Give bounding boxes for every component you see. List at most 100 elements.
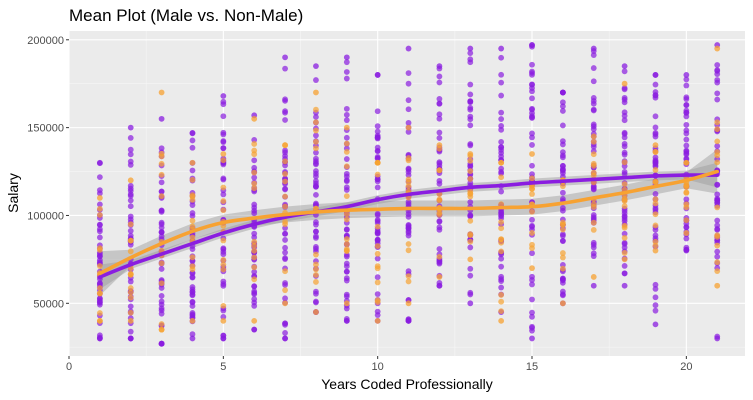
data-point [436,115,443,122]
data-point [282,162,288,169]
data-point [220,101,227,108]
data-point [374,299,381,305]
data-point [251,151,258,158]
data-point [251,201,258,208]
data-point [467,98,474,104]
data-point [374,274,381,281]
data-point [436,145,443,152]
data-point [498,278,505,284]
data-point [220,266,227,273]
data-point [96,174,103,181]
data-point [313,63,319,70]
data-point [467,265,474,272]
data-point [714,62,721,68]
data-point [251,169,258,176]
data-point [498,123,505,129]
data-point [590,169,597,176]
data-point [714,233,721,240]
chart-title: Mean Plot (Male vs. Non-Male) [69,6,303,25]
y-tick-label: 100000 [27,210,64,222]
data-point [652,302,659,309]
data-point [652,222,659,229]
data-point [127,197,134,204]
data-point [683,235,690,242]
data-point [621,262,628,269]
data-point [96,226,103,233]
data-point [96,285,103,291]
data-point [590,138,597,145]
data-point [559,254,566,261]
data-point [559,231,566,238]
data-point [374,135,381,142]
y-tick-label: 200000 [27,35,64,47]
data-point [498,201,505,208]
data-point [621,140,628,147]
data-point [343,177,350,184]
data-point [683,150,690,157]
data-point [127,237,134,244]
data-point [467,199,474,206]
data-point [282,97,288,104]
data-point [96,317,103,324]
data-point [343,140,350,147]
data-point [251,326,258,333]
data-point [189,196,196,203]
data-point [436,79,443,86]
data-point [590,274,597,280]
data-point [374,123,381,130]
y-tick-label: 50000 [33,298,64,310]
data-point [436,160,443,167]
data-point [282,237,288,243]
data-point [590,133,597,140]
data-point [621,63,628,70]
data-point [189,137,196,144]
data-point [714,248,721,255]
data-point [436,100,443,107]
data-point [127,216,134,223]
data-point [529,81,535,88]
data-point [189,335,196,342]
data-point [498,284,505,291]
data-point [220,191,227,198]
data-point [343,241,350,247]
data-point [405,106,412,113]
data-point [714,90,721,97]
data-point [220,332,227,339]
data-point [498,219,505,225]
data-point [405,317,412,324]
data-point [374,72,381,78]
data-point [189,223,196,230]
data-point [220,157,227,164]
data-point [652,131,659,138]
data-point [220,113,227,120]
x-tick-label: 20 [680,361,692,373]
data-point [559,149,566,156]
data-point [498,292,505,298]
data-point [374,279,381,286]
data-point [374,108,381,115]
data-point [220,282,227,289]
data-point [374,184,381,191]
data-point [621,224,628,231]
data-point [683,121,690,128]
data-point [714,217,721,224]
data-point [714,333,721,340]
data-point [529,115,535,121]
data-point [251,268,258,275]
data-point [652,94,659,101]
data-point [313,251,319,258]
data-point [498,92,505,99]
data-point [220,278,227,285]
data-point [436,129,443,136]
data-point [683,204,690,211]
data-point [158,260,165,267]
data-point [158,340,165,347]
data-point [590,52,597,59]
data-point [714,96,721,103]
data-point [127,289,134,296]
data-point [313,77,319,83]
data-point [529,95,535,102]
data-point [220,302,227,309]
data-point [220,317,227,324]
data-point [529,142,535,148]
